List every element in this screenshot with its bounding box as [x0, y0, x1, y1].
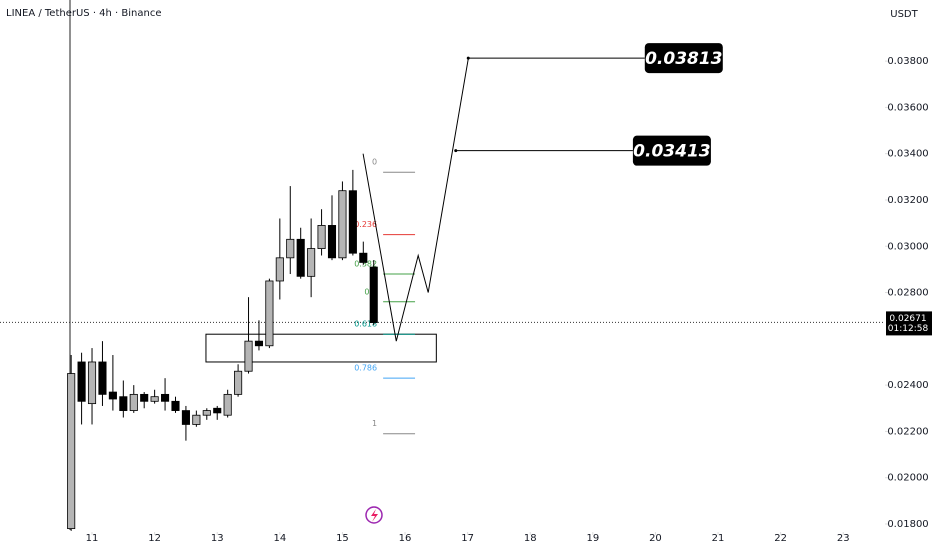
candle-body: [67, 373, 76, 530]
fib-label: 0.786: [354, 364, 377, 373]
x-tick-label: 19: [586, 533, 599, 544]
candle-body: [119, 396, 128, 411]
x-tick-label: 13: [211, 533, 224, 544]
candle-body: [286, 238, 295, 259]
price-badge: [886, 311, 932, 336]
target-label: 0.03813: [645, 49, 722, 69]
lightning-icon: [365, 506, 383, 524]
candle-body: [338, 190, 347, 259]
candle-body: [275, 257, 284, 282]
candle-body: [265, 280, 274, 347]
fib-label: 0.382: [354, 260, 377, 269]
support-zone: [205, 333, 437, 363]
y-tick-label: 0.03400: [887, 149, 928, 160]
x-tick-label: 23: [837, 533, 850, 544]
axis-unit: USDT: [890, 9, 918, 20]
target-label: 0.03413: [633, 142, 710, 162]
candle-body: [307, 248, 316, 277]
y-tick-label: 0.01800: [887, 519, 928, 530]
candle-body: [234, 370, 243, 395]
candle-body: [129, 393, 138, 411]
countdown: 01:12:58: [888, 324, 929, 334]
current-price: 0.02671: [889, 314, 926, 324]
candle-body: [348, 190, 357, 254]
x-tick-label: 20: [649, 533, 662, 544]
y-tick-label: 0.02000: [887, 473, 928, 484]
y-tick-label: 0.03200: [887, 195, 928, 206]
candle-body: [244, 340, 253, 372]
candle-body: [192, 414, 201, 425]
candle-body: [317, 225, 326, 249]
candle-body: [77, 361, 86, 402]
target-dot: [454, 149, 458, 153]
fib-label: 0: [372, 158, 377, 167]
chart-title: LINEA / TetherUS · 4h · Binance: [6, 8, 162, 19]
x-tick-label: 22: [774, 533, 787, 544]
y-tick-label: 0.03800: [887, 56, 928, 67]
x-tick-label: 16: [399, 533, 412, 544]
candle-body: [171, 400, 180, 411]
candle-body: [359, 252, 368, 263]
candle-body: [223, 393, 232, 416]
x-tick-label: 17: [461, 533, 474, 544]
y-tick-label: 0.03600: [887, 102, 928, 113]
x-tick-label: 11: [86, 533, 99, 544]
y-tick-label: 0.02400: [887, 380, 928, 391]
candle-body: [181, 410, 190, 425]
x-tick-label: 14: [273, 533, 286, 544]
target-box: [632, 135, 711, 166]
candle-body: [369, 266, 378, 324]
fib-label: 0.618: [354, 320, 377, 329]
fib-label: 0.236: [354, 220, 377, 229]
candle-body: [327, 225, 337, 259]
y-tick-label: 0.02800: [887, 288, 928, 299]
x-tick-label: 15: [336, 533, 349, 544]
target-box: [644, 43, 723, 74]
candle-body: [108, 391, 117, 400]
candle-body: [254, 340, 264, 347]
projection-path: [362, 58, 469, 342]
candle-body: [296, 238, 305, 277]
y-tick-label: 0.02200: [887, 426, 928, 437]
fib-label: 1: [372, 419, 377, 428]
candle-body: [213, 407, 222, 414]
candle-body: [202, 410, 211, 416]
y-tick-label: 0.03000: [887, 241, 928, 252]
candle-body: [161, 393, 170, 402]
candle-body: [140, 393, 149, 402]
x-tick-label: 12: [148, 533, 161, 544]
target-dot: [466, 56, 470, 60]
x-tick-label: 18: [524, 533, 537, 544]
candle-body: [150, 396, 159, 402]
candle-body: [98, 361, 107, 395]
x-tick-label: 21: [712, 533, 725, 544]
candle-body: [87, 361, 97, 405]
